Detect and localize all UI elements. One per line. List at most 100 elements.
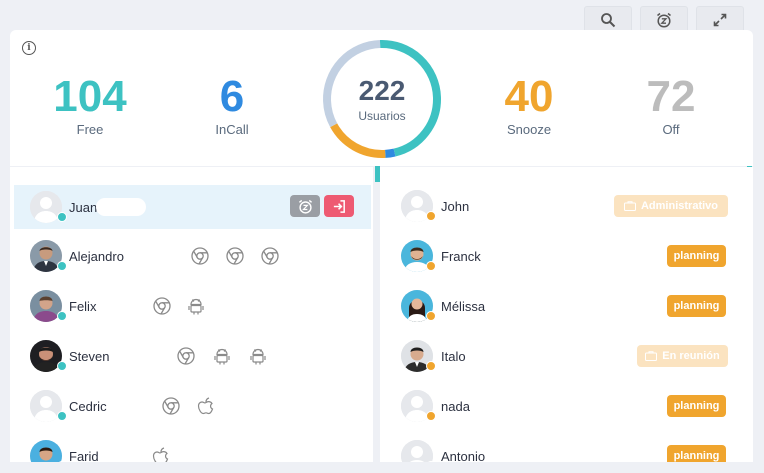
chrome-icon [152, 296, 172, 316]
status-dot-free [57, 212, 67, 222]
donut-segment-snooze [323, 39, 441, 158]
avatar [30, 340, 62, 372]
user-row-alejandro[interactable]: Alejandro [10, 234, 373, 278]
snooze-clock-icon [657, 12, 671, 28]
status-dot-free [57, 461, 67, 462]
user-name: Franck [441, 248, 481, 264]
user-row-antonio[interactable]: Antonio planning [380, 434, 753, 462]
user-name: nada [441, 398, 470, 414]
snooze-users-panel: John Administrativo Franck planning Méli… [380, 167, 753, 462]
user-row-cedric[interactable]: Cedric [10, 384, 373, 428]
android-icon [248, 346, 268, 366]
user-row-farid[interactable]: Farid [10, 434, 373, 462]
free-panel-accent [375, 166, 380, 182]
user-name: Italo [441, 348, 466, 364]
status-dot-snooze [426, 261, 436, 271]
user-row-nada[interactable]: nada planning [380, 384, 753, 428]
expand-icon [713, 13, 727, 26]
status-badge-label: En reunión [662, 350, 720, 362]
status-badge: planning [667, 295, 726, 317]
chrome-icon [161, 396, 181, 416]
login-user-button[interactable] [324, 195, 354, 217]
user-name: Juan [69, 199, 98, 215]
status-dot-snooze [426, 211, 436, 221]
stat-snooze-value: 40 [504, 72, 554, 121]
status-badge: planning [667, 445, 726, 462]
stat-incall[interactable]: 6 InCall [172, 72, 292, 138]
briefcase-icon [623, 201, 636, 211]
free-users-panel: Juan Alejandro Felix Steven [10, 167, 373, 462]
stat-free[interactable]: 104 Free [30, 74, 150, 138]
stat-off-label: Off [662, 122, 680, 137]
apple-icon [151, 446, 171, 462]
avatar [30, 290, 62, 322]
info-icon[interactable]: i [22, 41, 36, 55]
search-button[interactable] [584, 6, 632, 33]
total-users-value: 222 [358, 75, 406, 106]
status-badge-label: planning [673, 300, 720, 312]
donut-ring [323, 39, 441, 158]
status-dot-free [57, 411, 67, 421]
status-dot-snooze [426, 361, 436, 371]
status-badge-label: planning [673, 400, 720, 412]
status-dot-free [57, 361, 67, 371]
status-dot-snooze [426, 461, 436, 462]
chrome-icon [176, 346, 196, 366]
user-row-steven[interactable]: Steven [10, 334, 373, 378]
status-badge-label: planning [673, 250, 720, 262]
total-users-label: Usuarios [358, 109, 406, 123]
chrome-icon [260, 246, 280, 266]
android-icon [212, 346, 232, 366]
stat-incall-label: InCall [215, 122, 249, 137]
user-name: Steven [69, 348, 110, 364]
stat-free-label: Free [76, 122, 104, 137]
user-name: Alejandro [69, 248, 124, 264]
search-icon [601, 12, 616, 27]
status-dot-snooze [426, 411, 436, 421]
avatar [401, 240, 433, 272]
user-row-juan[interactable]: Juan [14, 185, 371, 229]
stat-incall-value: 6 [219, 72, 245, 121]
avatar [401, 390, 433, 422]
status-badge: planning [667, 395, 726, 417]
avatar [401, 440, 433, 462]
expand-button[interactable] [696, 6, 744, 33]
stat-snooze[interactable]: 40 Snooze [469, 72, 589, 138]
donut-segment-free [323, 39, 441, 158]
snooze-user-button[interactable] [290, 195, 320, 217]
login-icon [333, 199, 345, 213]
status-badge: Administrativo [614, 195, 728, 217]
status-dot-free [57, 311, 67, 321]
stats-card: i 104 Free 6 InCall 222 Usuarios 40 Snoo… [10, 30, 753, 166]
stat-snooze-label: Snooze [506, 122, 552, 137]
stat-off-value: 72 [646, 72, 696, 121]
snooze-button[interactable] [640, 6, 688, 33]
snooze-clock-icon [298, 199, 312, 214]
avatar [30, 191, 62, 223]
user-row-franck[interactable]: Franck planning [380, 234, 753, 278]
briefcase-icon [645, 351, 658, 361]
status-dot-free [57, 261, 67, 271]
user-name: John [441, 198, 470, 214]
chrome-icon [225, 246, 245, 266]
stat-off[interactable]: 72 Off [611, 72, 731, 138]
users-donut: 222 Usuarios [320, 37, 444, 161]
user-row-felix[interactable]: Felix [10, 284, 373, 328]
top-toolbar [584, 6, 744, 33]
user-row-john[interactable]: John Administrativo [380, 184, 753, 228]
chrome-icon [190, 246, 210, 266]
user-row-melissa[interactable]: Mélissa planning [380, 284, 753, 328]
status-badge-label: planning [673, 450, 720, 462]
status-badge: planning [667, 245, 726, 267]
avatar [30, 440, 62, 462]
avatar [30, 240, 62, 272]
apple-icon [196, 396, 216, 416]
status-dot-snooze [426, 311, 436, 321]
avatar [30, 390, 62, 422]
user-name: Antonio [441, 448, 486, 463]
status-badge-label: Administrativo [640, 200, 718, 212]
donut-center: 222 Usuarios [320, 37, 444, 161]
user-name: Cedric [69, 398, 107, 414]
user-row-italo[interactable]: Italo En reunión [380, 334, 753, 378]
redacted-surname [96, 198, 146, 216]
